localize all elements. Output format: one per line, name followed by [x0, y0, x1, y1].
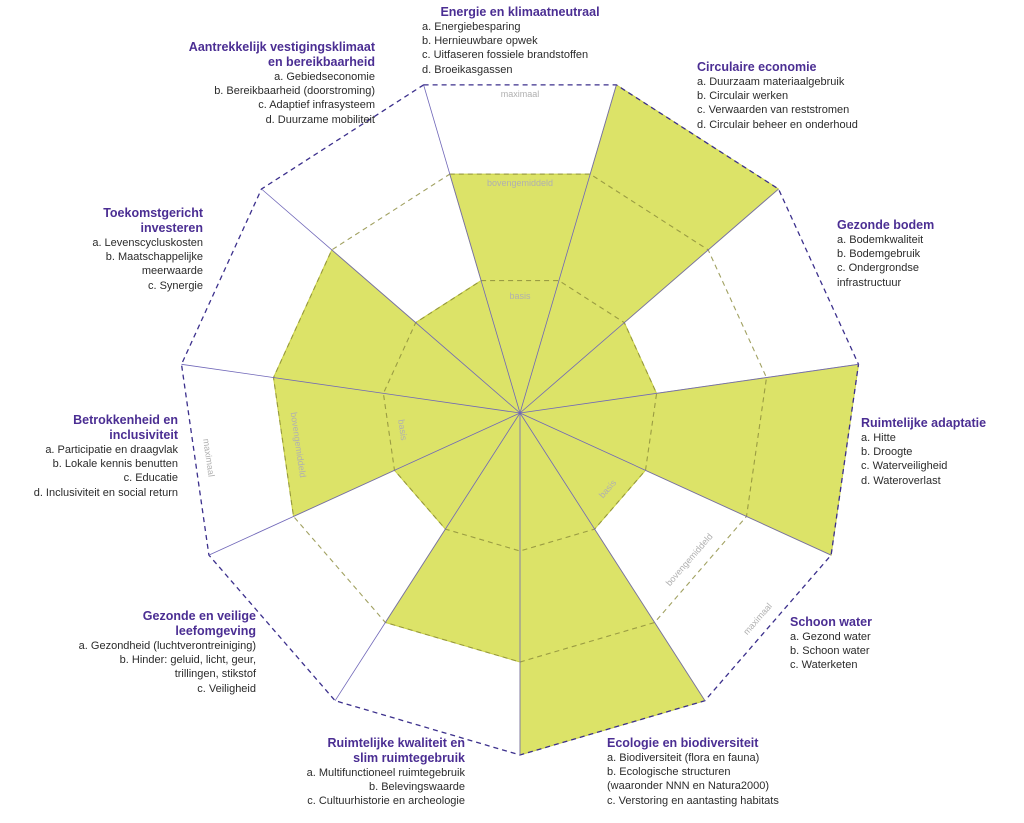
theme-title: en bereikbaarheid [268, 55, 375, 69]
theme-item: a. Bodemkwaliteit [837, 234, 924, 246]
theme-title: Energie en klimaatneutraal [440, 5, 600, 19]
theme-schoon-water: Schoon water a. Gezond water b. Schoon w… [790, 615, 940, 673]
theme-title: Ruimtelijke kwaliteit en [327, 736, 465, 750]
theme-item: a. Gezond water [790, 631, 871, 643]
theme-title: Betrokkenheid en [73, 413, 178, 427]
theme-item: b. Hinder: geluid, licht, geur, [119, 654, 256, 667]
theme-item: c. Verstoring en aantasting habitats [607, 794, 779, 807]
radar-spoke [181, 363, 521, 414]
theme-item: a. Gezondheid (luchtverontreiniging) [78, 640, 256, 652]
theme-title: Ecologie en biodiversiteit [607, 736, 759, 750]
theme-item: b. Schoon water [790, 645, 870, 658]
theme-vestigingsklimaat: Aantrekkelijk vestigingsklimaat en berei… [120, 40, 375, 127]
ring-basis [382, 280, 658, 552]
theme-item: d. Wateroverlast [861, 474, 941, 487]
theme-ruimtelijke-adaptatie: Ruimtelijke adaptatie a. Hitte b. Droogt… [861, 416, 1021, 488]
ring-label-basis: basis [509, 291, 531, 301]
theme-item: a. Gebiedseconomie [274, 71, 375, 83]
theme-title: Schoon water [790, 615, 872, 629]
theme-item: a. Biodiversiteit (flora en fauna) [607, 752, 760, 764]
theme-item: meerwaarde [141, 265, 203, 278]
radar-spoke [423, 84, 521, 414]
theme-energie: Energie en klimaatneutraal a. Energiebes… [395, 5, 645, 77]
theme-item: a. Participatie en draagvlak [45, 444, 178, 456]
theme-title: Circulaire economie [697, 60, 817, 74]
radar-spoke [208, 412, 521, 556]
theme-circulaire-economie: Circulaire economie a. Duurzaam materiaa… [697, 60, 897, 132]
theme-ecologie: Ecologie en biodiversiteit a. Biodiversi… [607, 736, 847, 808]
theme-item: b. Ecologische structuren [607, 766, 731, 779]
radar-spoke [519, 363, 859, 414]
ring-label-maximaal: maximaal [501, 89, 540, 99]
theme-title: Ruimtelijke adaptatie [861, 416, 987, 430]
score-area [272, 84, 860, 756]
ring-label-bovengemiddeld: bovengemiddeld [487, 178, 553, 188]
radar-spoke [334, 412, 521, 701]
radar-spoke [519, 188, 779, 414]
theme-item: a. Energiebesparing [422, 21, 521, 33]
theme-item: a. Duurzaam materiaalgebruik [697, 76, 845, 88]
theme-item: c. Uitfaseren fossiele brandstoffen [422, 49, 589, 62]
theme-item: trillingen, stikstof [174, 668, 256, 681]
theme-item: b. Belevingswaarde [368, 781, 465, 794]
theme-item: d. Broeikasgassen [422, 63, 513, 76]
theme-item: c. Adaptief infrasysteem [258, 99, 375, 112]
radar-spoke [519, 84, 617, 414]
ring-label-bovengemiddeld: bovengemiddeld [664, 531, 715, 587]
theme-gezonde-leefomgeving: Gezonde en veilige leefomgeving a. Gezon… [40, 609, 256, 696]
theme-item: b. Bereikbaarheid (doorstroming) [214, 85, 375, 98]
theme-item: a. Hitte [861, 432, 896, 444]
radar-spoke [519, 412, 832, 556]
theme-item: d. Circulair beheer en onderhoud [697, 118, 858, 131]
theme-item: c. Cultuurhistorie en archeologie [307, 795, 465, 808]
theme-ruimtelijke-kwaliteit: Ruimtelijke kwaliteit en slim ruimtegebr… [240, 736, 465, 809]
theme-item: a. Levenscycluskosten [92, 237, 203, 249]
theme-item: d. Inclusiviteit en social return [33, 486, 178, 499]
theme-item: d. Duurzame mobiliteit [265, 113, 375, 126]
theme-item: b. Circulair werken [697, 90, 789, 103]
theme-betrokkenheid: Betrokkenheid en inclusiviteit a. Partic… [8, 413, 178, 500]
theme-title: slim ruimtegebruik [353, 751, 465, 765]
theme-item: c. Synergie [147, 279, 203, 292]
radar-spoke [519, 412, 706, 701]
theme-item: b. Maatschappelijke [105, 251, 203, 264]
theme-item: a. Multifunctioneel ruimtegebruik [306, 767, 465, 779]
theme-item: b. Bodemgebruik [837, 248, 921, 261]
theme-item: c. Educatie [123, 472, 178, 485]
theme-item: c. Waterketen [790, 659, 858, 672]
theme-item: b. Hernieuwbare opwek [422, 35, 538, 48]
theme-item: c. Ondergrondse [837, 262, 919, 275]
theme-item: infrastructuur [837, 276, 902, 289]
theme-toekomstgericht: Toekomstgericht investeren a. Levenscycl… [60, 206, 203, 293]
ring-label-maximaal: maximaal [741, 601, 774, 637]
theme-item: (waaronder NNN en Natura2000) [607, 780, 770, 793]
radar-spoke [261, 188, 521, 414]
ring-label-basis: basis [396, 419, 409, 442]
theme-item: c. Waterveiligheid [861, 460, 948, 473]
theme-item: b. Lokale kennis benutten [52, 458, 178, 471]
theme-title: Aantrekkelijk vestigingsklimaat [188, 40, 375, 54]
theme-title: investeren [140, 221, 203, 235]
theme-item: c. Veiligheid [197, 682, 256, 695]
ring-maximaal [180, 84, 860, 756]
theme-item: b. Droogte [861, 446, 913, 459]
theme-title: Gezonde en veilige [142, 609, 256, 623]
theme-title: leefomgeving [175, 624, 256, 638]
theme-gezonde-bodem: Gezonde bodem a. Bodemkwaliteit b. Bodem… [837, 218, 1017, 290]
theme-item: c. Verwaarden van reststromen [697, 104, 850, 117]
theme-title: inclusiviteit [109, 428, 178, 442]
theme-title: Toekomstgericht [103, 206, 203, 220]
ring-label-maximaal: maximaal [201, 438, 216, 478]
theme-title: Gezonde bodem [837, 218, 935, 232]
